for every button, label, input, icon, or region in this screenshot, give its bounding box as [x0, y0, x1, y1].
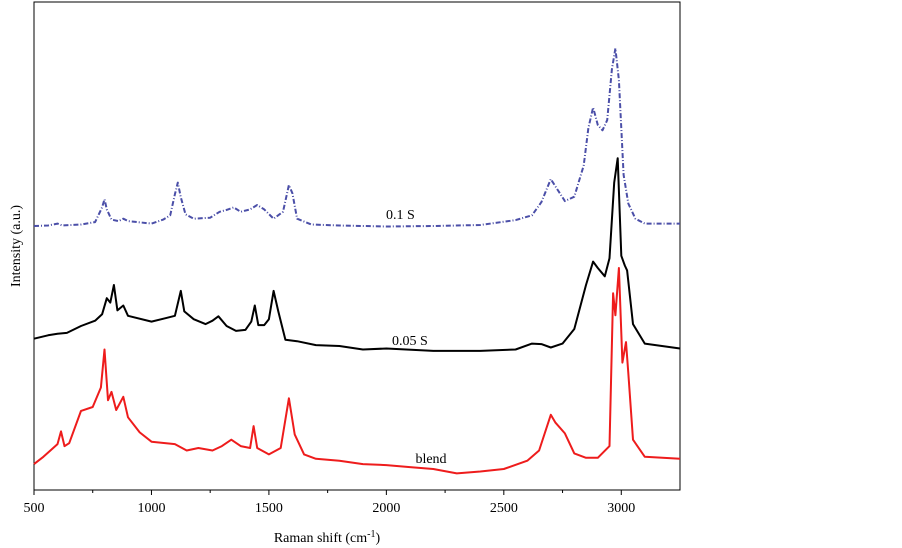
- series-labels: 0.1 S 0.05 S blend: [386, 208, 446, 467]
- series-line-0-1-s: [33, 47, 680, 228]
- series-line-blend: [33, 267, 681, 475]
- series-layer: [33, 47, 681, 475]
- plot-frame: [33, 1, 681, 491]
- x-tick-label: 3000: [607, 501, 635, 516]
- x-axis: 500 1000 1500 2000 2500 3000: [24, 490, 635, 516]
- series-line-0-05-s: [33, 157, 681, 352]
- series-label-0-1-s: 0.1 S: [386, 208, 415, 223]
- x-tick-label: 1500: [255, 501, 283, 516]
- x-tick-label: 1000: [137, 501, 165, 516]
- x-axis-title: Raman shift (cm-1): [274, 529, 381, 546]
- x-tick-label: 2000: [372, 501, 400, 516]
- series-label-blend: blend: [415, 452, 446, 467]
- y-axis-title: Intensity (a.u.): [9, 205, 24, 287]
- x-tick-label: 500: [24, 501, 45, 516]
- series-label-0-05-s: 0.05 S: [392, 334, 428, 349]
- x-tick-label: 2500: [490, 501, 518, 516]
